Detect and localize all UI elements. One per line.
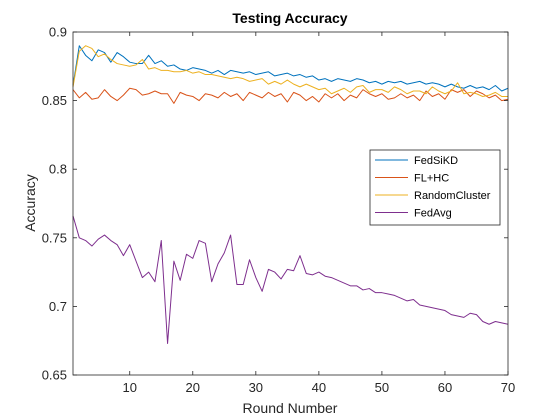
- series-line-fedavg: [72, 215, 509, 344]
- legend: FedSiKD FL+HC RandomCluster FedAvg: [369, 149, 501, 226]
- chart-title: Testing Accuracy: [232, 10, 347, 26]
- y-tick-label: 0.8: [49, 162, 67, 177]
- x-tick-label: 20: [186, 380, 200, 395]
- x-tick-label: 10: [123, 380, 137, 395]
- legend-entry: RandomCluster: [414, 190, 491, 202]
- series-line-fedsikd: [72, 45, 509, 92]
- y-axis-title: Accuracy: [22, 174, 38, 232]
- series-line-fl-hc: [72, 87, 509, 104]
- y-tick-label: 0.9: [49, 25, 67, 40]
- y-tick-label: 0.75: [42, 230, 67, 245]
- x-tick-label: 70: [501, 380, 515, 395]
- legend-entry: FedAvg: [414, 208, 452, 220]
- legend-entry: FL+HC: [414, 173, 449, 185]
- axes: 10 20 30 40 50 60 70 0.65 0.7 0.75 0.8 0.85 0.9: [42, 25, 516, 396]
- series-line-randomcluster: [72, 45, 508, 97]
- x-tick-label: 40: [312, 380, 326, 395]
- y-tick-label: 0.85: [42, 93, 67, 108]
- y-tick-label: 0.65: [42, 368, 67, 383]
- x-axis-title: Round Number: [243, 400, 338, 416]
- y-tick-label: 0.7: [49, 299, 67, 314]
- x-tick-label: 30: [249, 380, 263, 395]
- legend-entry: FedSiKD: [414, 155, 458, 167]
- x-tick-label: 60: [438, 380, 452, 395]
- axes-box: [72, 31, 509, 376]
- x-tick-label: 50: [375, 380, 389, 395]
